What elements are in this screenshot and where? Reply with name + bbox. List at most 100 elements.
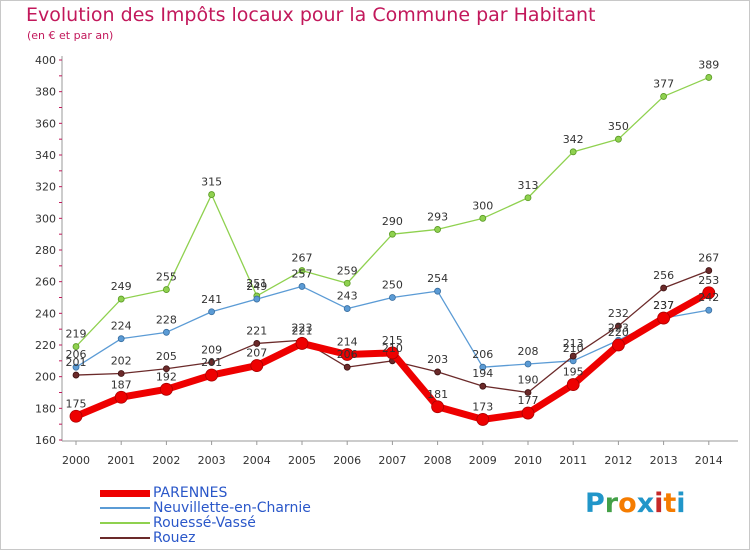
- chart-subtitle: (en € et par an): [27, 29, 114, 42]
- data-label: 254: [427, 272, 448, 285]
- data-label: 175: [66, 397, 87, 410]
- data-label: 342: [563, 133, 584, 146]
- x-tick-label: 2014: [695, 454, 723, 467]
- data-point: [702, 286, 716, 300]
- data-label: 208: [518, 345, 539, 358]
- data-point: [343, 279, 351, 287]
- data-point: [69, 409, 83, 423]
- data-point: [162, 286, 170, 293]
- data-point: [72, 363, 80, 371]
- data-label: 177: [518, 394, 539, 407]
- x-tick-label: 2002: [152, 454, 180, 467]
- data-label: 255: [156, 271, 177, 284]
- data-point: [72, 343, 80, 350]
- logo-letter: i: [654, 488, 664, 519]
- data-label: 206: [66, 348, 87, 361]
- data-label: 241: [201, 293, 222, 306]
- data-label: 293: [427, 210, 448, 223]
- legend-swatch-rouez: [100, 537, 150, 539]
- data-label: 267: [292, 252, 313, 265]
- data-point: [705, 306, 713, 314]
- x-tick-label: 2009: [469, 454, 497, 467]
- data-label: 237: [653, 299, 674, 312]
- data-point: [385, 346, 399, 360]
- data-point: [117, 335, 125, 343]
- legend-label-rouez: Rouez: [153, 530, 196, 546]
- x-tick-label: 2001: [107, 454, 135, 467]
- data-point: [162, 328, 170, 336]
- y-tick-label: 400: [35, 54, 56, 67]
- logo-letter: i: [676, 488, 686, 519]
- data-point: [660, 93, 667, 100]
- logo-letter: t: [663, 488, 677, 519]
- data-point: [612, 338, 625, 352]
- data-point: [524, 389, 532, 396]
- y-tick-label: 180: [35, 402, 56, 415]
- data-point: [72, 371, 80, 379]
- data-label: 214: [337, 336, 358, 349]
- data-point: [521, 406, 535, 420]
- data-label: 315: [201, 176, 222, 189]
- x-tick-label: 2011: [559, 454, 587, 467]
- logo-letter: r: [604, 488, 619, 519]
- data-label: 221: [292, 324, 313, 337]
- data-label: 253: [698, 274, 719, 287]
- y-tick-label: 320: [35, 181, 56, 194]
- data-point: [295, 337, 309, 350]
- x-tick-label: 2006: [333, 454, 361, 467]
- data-label: 300: [472, 199, 493, 212]
- data-label: 228: [156, 313, 177, 326]
- data-point: [524, 194, 532, 202]
- data-point: [479, 382, 487, 390]
- legend-label-parennes: PARENNES: [153, 485, 228, 501]
- data-label: 201: [201, 356, 222, 369]
- data-point: [250, 359, 264, 372]
- data-label: 290: [382, 215, 403, 228]
- data-point: [388, 294, 396, 301]
- data-label: 206: [472, 348, 493, 361]
- data-label: 219: [66, 328, 87, 341]
- data-point: [253, 295, 261, 303]
- data-label: 313: [518, 179, 539, 192]
- data-label: 215: [382, 334, 403, 347]
- x-tick-label: 2007: [378, 454, 406, 467]
- data-label: 213: [563, 337, 584, 350]
- data-point: [253, 340, 261, 347]
- data-label: 256: [653, 269, 674, 282]
- data-point: [208, 359, 216, 366]
- data-label: 194: [472, 367, 493, 380]
- data-point: [476, 413, 490, 426]
- data-label: 223: [608, 321, 629, 334]
- data-label: 209: [201, 343, 222, 356]
- logo-letter: P: [585, 488, 605, 519]
- data-label: 257: [292, 267, 313, 280]
- data-point: [479, 214, 487, 222]
- data-label: 207: [246, 347, 267, 360]
- y-tick-label: 260: [35, 276, 56, 289]
- y-tick-label: 200: [35, 371, 56, 384]
- data-point: [524, 360, 532, 368]
- data-point: [117, 295, 125, 303]
- data-label: 205: [156, 350, 177, 363]
- x-tick-label: 2012: [604, 454, 632, 467]
- y-tick-label: 300: [35, 212, 56, 225]
- y-tick-label: 220: [35, 339, 56, 352]
- logo-letter: x: [636, 488, 655, 519]
- data-point: [159, 382, 173, 396]
- data-label: 181: [427, 388, 448, 401]
- data-point: [434, 287, 442, 295]
- x-tick-label: 2013: [650, 454, 678, 467]
- data-label: 206: [337, 348, 358, 361]
- data-label: 389: [698, 58, 719, 71]
- data-point: [615, 322, 622, 330]
- data-point: [657, 311, 670, 325]
- data-point: [615, 135, 622, 143]
- x-tick-label: 2010: [514, 454, 542, 467]
- data-label: 201: [66, 356, 87, 369]
- data-label: 249: [111, 280, 132, 293]
- data-point: [162, 365, 170, 373]
- data-point: [114, 390, 128, 404]
- data-point: [298, 267, 306, 274]
